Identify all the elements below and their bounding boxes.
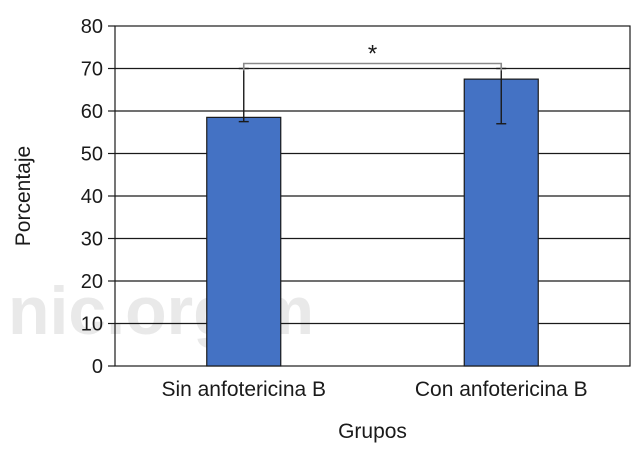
x-tick-labels: Sin anfotericina B Con anfotericina B (161, 378, 587, 401)
x-axis-title: Grupos (338, 420, 407, 443)
y-tick-label: 60 (81, 101, 103, 123)
y-tick-label: 0 (92, 356, 103, 378)
y-tick-label: 50 (81, 144, 103, 166)
y-tick-label: 30 (81, 229, 103, 251)
x-tick-label: Sin anfotericina B (161, 378, 326, 401)
y-tick-label: 10 (81, 314, 103, 336)
bar (463, 78, 539, 367)
y-axis-title: Porcentaje (12, 146, 35, 246)
gridlines (115, 67, 630, 325)
bars (206, 78, 539, 367)
bar (206, 116, 282, 367)
significance-line (242, 62, 503, 71)
x-tick-label: Con anfotericina B (415, 378, 588, 401)
y-tick-label: 70 (81, 59, 103, 81)
significance-label: * (368, 41, 377, 68)
y-tick-label: 20 (81, 271, 103, 293)
y-tick-label: 40 (81, 186, 103, 208)
y-tick-labels: 0 10 20 30 40 50 60 70 80 (81, 16, 115, 378)
significance-bracket: * (242, 41, 503, 71)
error-bar (238, 67, 249, 123)
y-tick-label: 80 (81, 16, 103, 38)
